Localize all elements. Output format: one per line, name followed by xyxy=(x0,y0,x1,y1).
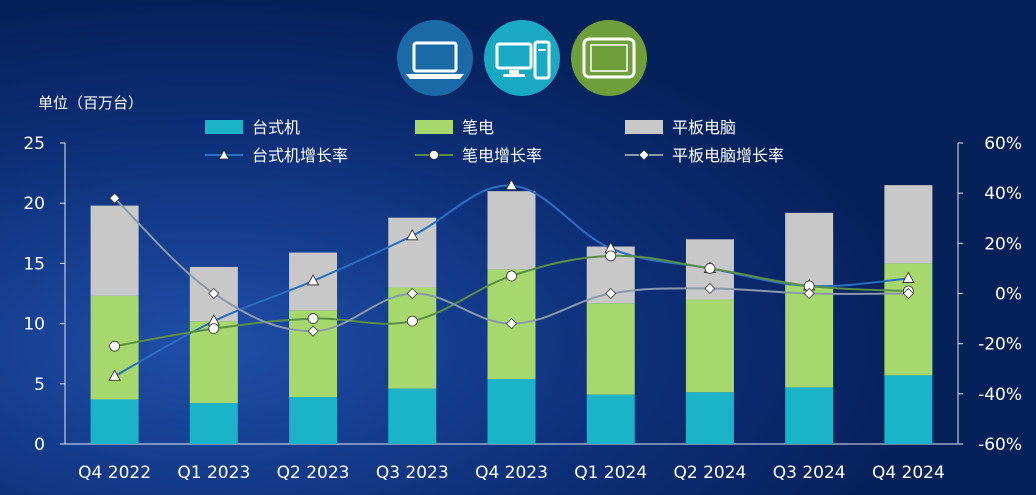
laptop-icon xyxy=(397,20,473,96)
x-tick-label: Q2 2024 xyxy=(674,463,747,483)
bar-desktop xyxy=(785,387,834,444)
bar-laptop xyxy=(388,287,437,389)
y2-tick-label: 40% xyxy=(984,184,1022,204)
marker-tablet-growth xyxy=(307,325,319,337)
y2-tick-label: 20% xyxy=(984,234,1022,254)
bar-tablet xyxy=(487,191,536,270)
marker-tablet-growth xyxy=(803,287,815,300)
bar-desktop xyxy=(289,397,338,444)
tablet-icon xyxy=(571,20,647,96)
x-tick-label: Q1 2024 xyxy=(574,463,647,483)
x-tick-label: Q2 2023 xyxy=(277,463,350,483)
unit-label: 单位（百万台） xyxy=(38,94,143,112)
legend-label-tablet: 平板电脑 xyxy=(672,118,736,137)
bar-laptop xyxy=(586,303,635,395)
marker-desktop-growth xyxy=(108,369,121,381)
x-tick-label: Q4 2022 xyxy=(78,463,151,483)
legend-label-laptop-growth: 笔电增长率 xyxy=(462,146,542,165)
header-icons xyxy=(397,20,647,96)
bar-laptop xyxy=(189,321,238,404)
marker-laptop-growth xyxy=(208,323,220,335)
desktop-icon xyxy=(484,20,560,96)
bar-tablet xyxy=(90,205,139,296)
marker-laptop-growth xyxy=(704,263,716,274)
y2-tick-label: 60% xyxy=(984,134,1022,154)
legend-swatch-tablet xyxy=(625,120,663,134)
legend-swatch-laptop xyxy=(415,120,453,134)
marker-laptop-growth xyxy=(406,315,418,327)
marker-laptop-growth xyxy=(109,340,121,352)
bar-tablet xyxy=(388,217,437,288)
marker-desktop-growth xyxy=(505,178,518,191)
marker-tablet-growth xyxy=(605,287,617,300)
bar-laptop xyxy=(685,299,734,393)
marker-tablet-growth xyxy=(704,282,716,295)
y-tick-label: 0 xyxy=(34,435,45,455)
y2-tick-label: 0% xyxy=(995,285,1022,305)
marker-laptop-growth xyxy=(605,250,617,262)
marker-desktop-growth xyxy=(902,271,915,283)
x-tick-label: Q1 2023 xyxy=(177,463,250,483)
legend-line-desktop-growth xyxy=(205,149,243,160)
y2-tick-label: -20% xyxy=(978,335,1022,355)
y-tick-label: 20 xyxy=(23,194,45,214)
marker-tablet-growth xyxy=(208,287,220,300)
x-tick-label: Q3 2024 xyxy=(773,463,846,483)
legend-swatch-desktop xyxy=(205,120,243,134)
x-tick-label: Q3 2023 xyxy=(376,463,449,483)
legend-label-tablet-growth: 平板电脑增长率 xyxy=(672,146,784,165)
x-tick-label: Q4 2024 xyxy=(872,463,945,483)
bar-desktop xyxy=(90,399,139,444)
legend-line-tablet-growth xyxy=(625,149,663,161)
marker-tablet-growth xyxy=(406,287,418,300)
y-tick-label: 5 xyxy=(34,375,45,395)
y-tick-label: 10 xyxy=(23,315,45,335)
marker-laptop-growth xyxy=(506,270,517,282)
marker-laptop-growth xyxy=(307,313,319,324)
legend: 台式机 笔电 平板电脑 台式机增长率 笔电增长率 平板电脑增长率 xyxy=(205,118,784,165)
legend-label-desktop: 台式机 xyxy=(252,118,300,137)
marker-desktop-growth xyxy=(306,274,320,286)
bar-desktop xyxy=(884,375,933,444)
marker-tablet-growth xyxy=(902,287,914,300)
legend-label-desktop-growth: 台式机增长率 xyxy=(252,146,348,165)
bar-tablet xyxy=(884,185,933,264)
y-tick-label: 25 xyxy=(23,134,45,154)
y2-tick-label: -60% xyxy=(978,435,1022,455)
y-tick-label: 15 xyxy=(23,254,45,274)
legend-line-laptop-growth xyxy=(415,150,453,160)
bar-desktop xyxy=(586,394,635,444)
marker-tablet-growth xyxy=(109,192,121,204)
bar-laptop xyxy=(785,285,834,388)
bar-laptop xyxy=(289,310,338,398)
legend-label-laptop: 笔电 xyxy=(462,118,494,137)
marker-tablet-growth xyxy=(505,318,518,330)
bar-desktop xyxy=(189,403,238,444)
bar-desktop xyxy=(487,378,536,444)
marker-desktop-growth xyxy=(406,228,419,241)
x-tick-label: Q4 2023 xyxy=(475,463,548,483)
bar-desktop xyxy=(388,388,437,444)
bar-desktop xyxy=(685,392,734,444)
line-tablet-growth xyxy=(113,197,909,333)
y2-tick-label: -40% xyxy=(978,385,1022,405)
bar-tablet xyxy=(785,212,834,286)
